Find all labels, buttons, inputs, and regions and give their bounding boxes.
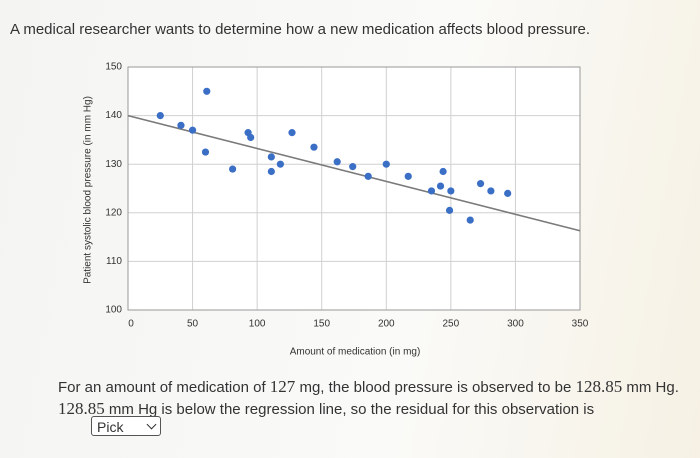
data-point <box>177 121 185 129</box>
data-point <box>156 112 164 120</box>
data-point <box>487 187 495 195</box>
data-point <box>439 167 447 176</box>
x-tick-label: 350 <box>572 319 589 330</box>
data-point <box>364 172 372 180</box>
data-point <box>504 189 512 197</box>
question-text: mm Hg. <box>626 379 679 396</box>
chart-title: A medical researcher wants to determine … <box>10 21 590 38</box>
question: For an amount of medication of 127 mg, t… <box>58 376 688 420</box>
question-number: 128.85 <box>575 377 623 396</box>
data-point <box>247 133 255 142</box>
x-tick-label: 0 <box>128 319 134 330</box>
data-point <box>229 165 237 173</box>
question-text: mm Hg is below the regression line, so t… <box>108 401 595 418</box>
data-point <box>288 129 296 137</box>
x-tick-label: 150 <box>313 319 330 330</box>
plot-border <box>127 66 581 311</box>
y-tick-label: 110 <box>106 256 122 267</box>
question-number: 127 <box>269 377 296 396</box>
x-tick-label: 300 <box>507 319 524 330</box>
y-tick-label: 150 <box>105 62 122 73</box>
data-point <box>445 206 454 214</box>
regression-line <box>127 114 581 232</box>
data-point <box>201 148 210 156</box>
dropdown[interactable]: Pick <box>91 416 161 436</box>
data-point <box>382 160 390 168</box>
y-tick-label: 130 <box>105 159 122 170</box>
data-point <box>276 160 284 168</box>
data-point <box>466 216 474 224</box>
question-text: For an amount of medication of <box>58 379 266 396</box>
data-point <box>349 163 357 171</box>
y-tick-label: 140 <box>105 110 122 121</box>
data-point <box>404 172 412 180</box>
data-point <box>267 167 275 176</box>
x-tick-label: 100 <box>249 319 266 330</box>
data-point <box>476 180 485 188</box>
data-point <box>267 153 275 161</box>
data-point <box>427 187 436 195</box>
data-point <box>333 158 341 166</box>
chart: A medical researcher wants to determine … <box>10 21 590 358</box>
data-point <box>188 126 197 134</box>
y-tick-label: 120 <box>105 207 122 218</box>
plot-area <box>128 67 580 310</box>
y-tick-label: 100 <box>105 305 122 316</box>
data-point <box>310 143 318 151</box>
x-tick-label: 50 <box>187 319 199 330</box>
y-axis-label: Patient systolic blood pressure (in mm H… <box>83 96 94 284</box>
x-tick-label: 250 <box>443 319 460 330</box>
data-point <box>436 182 445 190</box>
data-point <box>203 87 211 95</box>
data-point <box>447 187 455 195</box>
question-text: mg, the blood pressure is observed to be <box>299 379 572 396</box>
question-number: 128.85 <box>58 399 105 418</box>
x-axis-label: Amount of medication (in mg) <box>290 347 421 358</box>
x-tick-label: 200 <box>378 319 395 330</box>
